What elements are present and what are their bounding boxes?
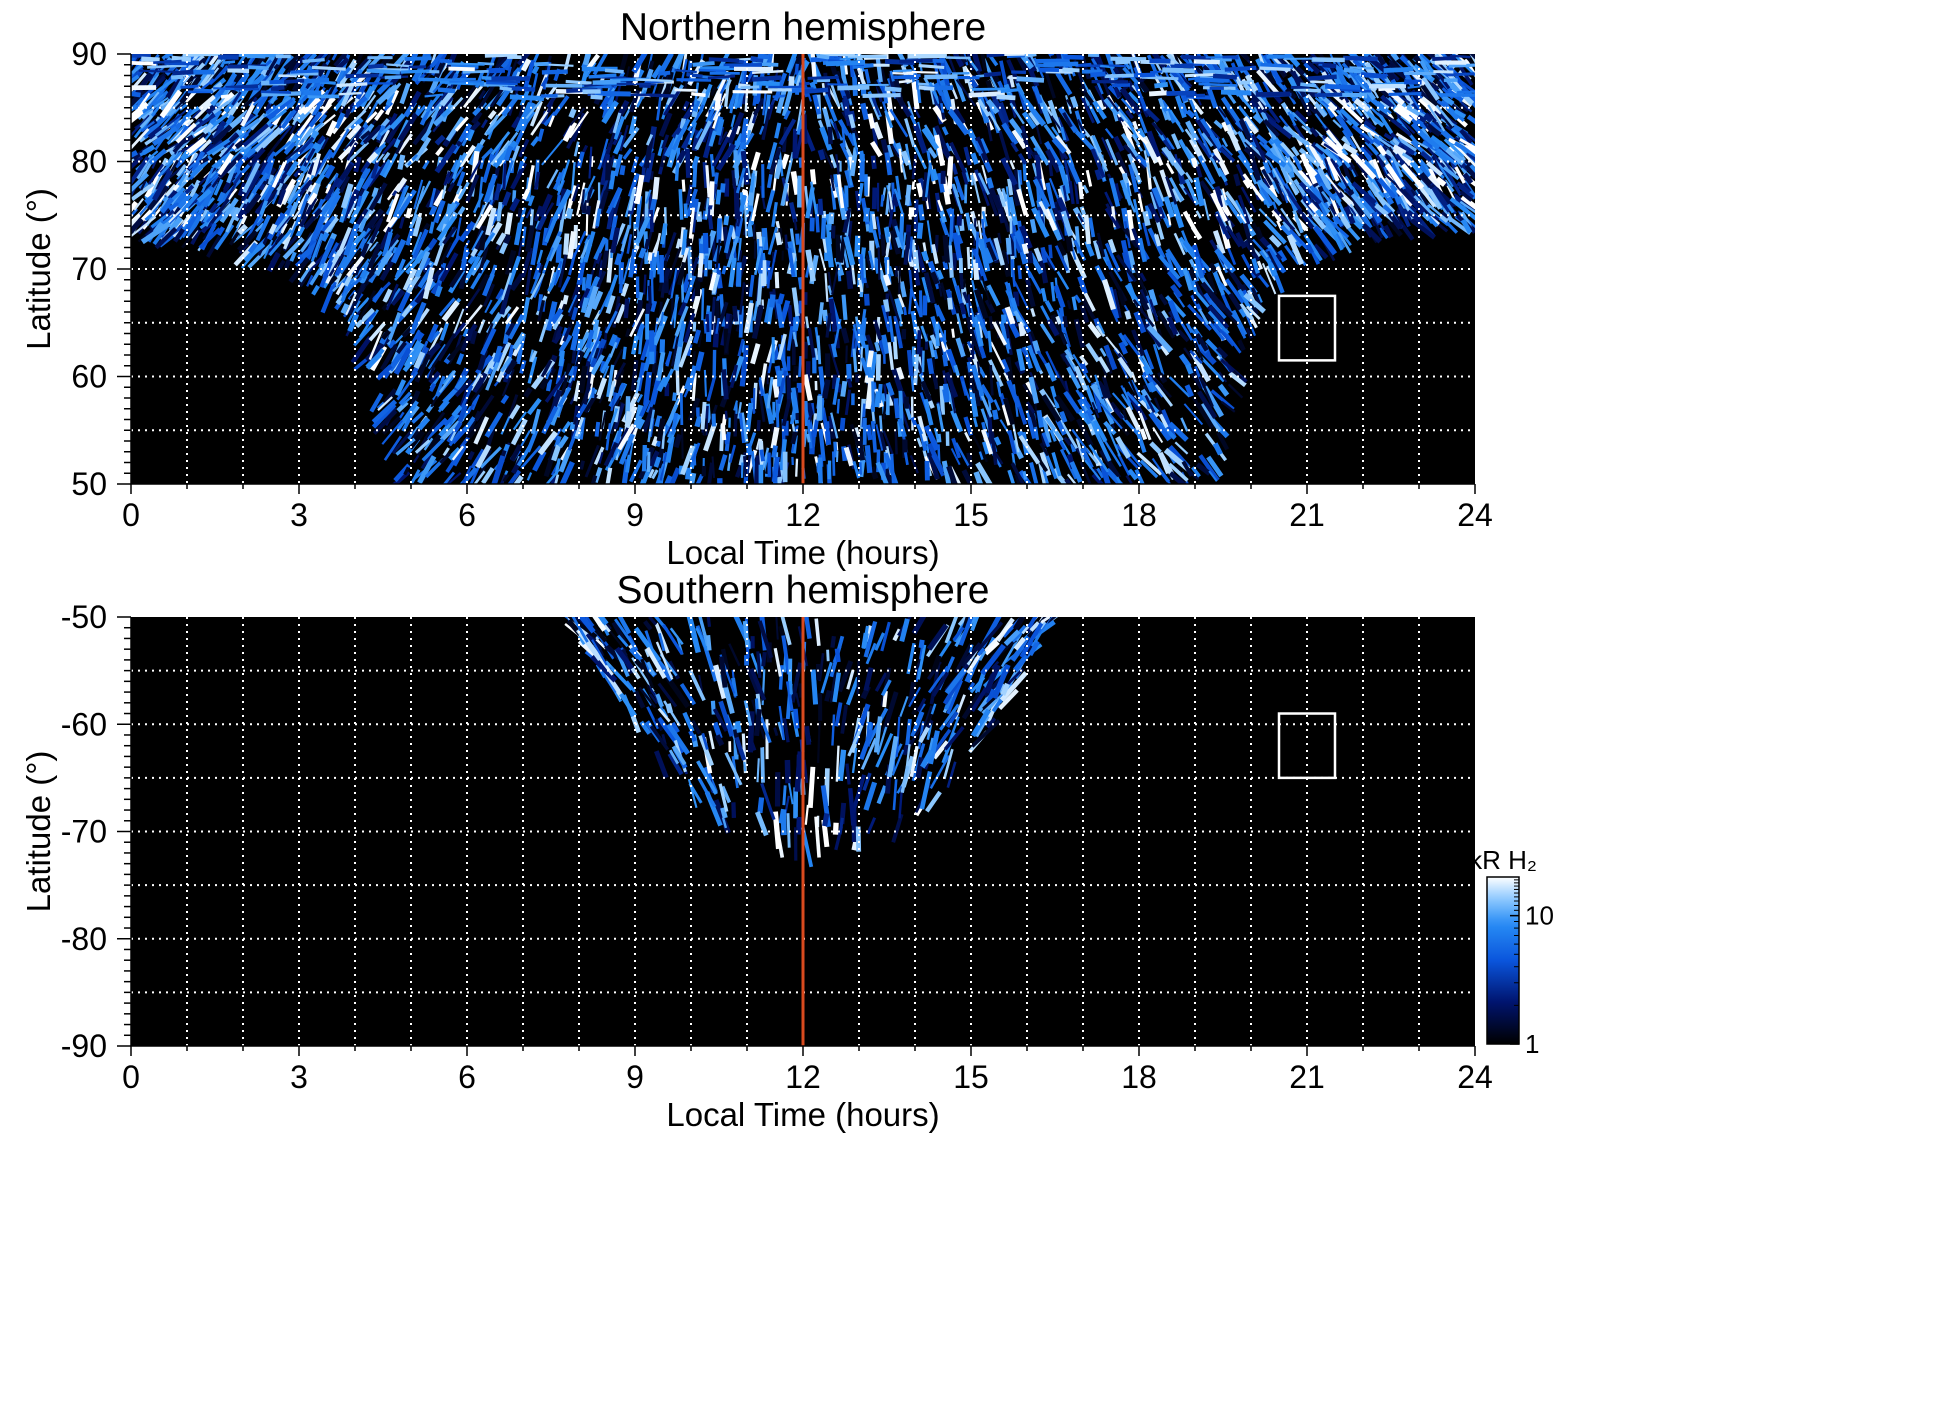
- x-tick-label: 12: [785, 497, 821, 533]
- x-tick-label: 3: [290, 1059, 308, 1095]
- x-tick-label: 3: [290, 497, 308, 533]
- grid: [131, 617, 1475, 1046]
- y-axis-label: Latitude (°): [20, 751, 57, 913]
- south-panel: 0 3 6 9 12 15 18 21 24 -90 -80 -70 -60 -50 Southern he…: [20, 569, 1493, 1133]
- x-tick-label: 6: [458, 1059, 476, 1095]
- y-tick-label: 80: [71, 144, 107, 180]
- x-tick-label: 21: [1289, 497, 1325, 533]
- panel-title: Southern hemisphere: [617, 569, 990, 612]
- colorbar: 1 10 kR H₂: [1469, 845, 1554, 1059]
- y-tick-label: 50: [71, 466, 107, 502]
- x-tick-label: 9: [626, 1059, 644, 1095]
- colorbar-tick-label: 1: [1525, 1029, 1539, 1059]
- emission-map: [564, 617, 1058, 868]
- axes: [117, 616, 1476, 1056]
- x-tick-label: 21: [1289, 1059, 1325, 1095]
- region-box: [1277, 294, 1337, 362]
- y-tick-label: -70: [61, 814, 107, 850]
- y-tick-label: 70: [71, 251, 107, 287]
- x-tick-label: 18: [1121, 497, 1157, 533]
- x-tick-label: 0: [122, 1059, 140, 1095]
- x-tick-label: 24: [1457, 1059, 1493, 1095]
- colorbar-tick-label: 10: [1525, 901, 1554, 931]
- colorbar-scale: [1486, 876, 1520, 1045]
- x-tick-label: 15: [953, 497, 989, 533]
- axes: [117, 53, 1476, 494]
- y-axis-label: Latitude (°): [20, 188, 57, 350]
- x-tick-label: 15: [953, 1059, 989, 1095]
- x-tick-label: 9: [626, 497, 644, 533]
- colorbar-label: kR H₂: [1469, 845, 1537, 875]
- y-tick-label: -60: [61, 706, 107, 742]
- x-axis-label: Local Time (hours): [666, 1096, 939, 1133]
- y-tick-label: -90: [61, 1028, 107, 1064]
- x-tick-label: 0: [122, 497, 140, 533]
- y-tick-label: 60: [71, 359, 107, 395]
- x-tick-label: 24: [1457, 497, 1493, 533]
- region-box: [1277, 712, 1337, 780]
- y-tick-label: 90: [71, 36, 107, 72]
- x-axis-label: Local Time (hours): [666, 534, 939, 571]
- y-tick-label: -50: [61, 599, 107, 635]
- y-tick-label: -80: [61, 921, 107, 957]
- x-tick-label: 6: [458, 497, 476, 533]
- x-tick-label: 18: [1121, 1059, 1157, 1095]
- north-panel: 0 3 6 9 12 15 18 21 24 50 60 70 80 90 Northern hemisph…: [20, 6, 1493, 571]
- x-tick-label: 12: [785, 1059, 821, 1095]
- panel-title: Northern hemisphere: [620, 6, 986, 49]
